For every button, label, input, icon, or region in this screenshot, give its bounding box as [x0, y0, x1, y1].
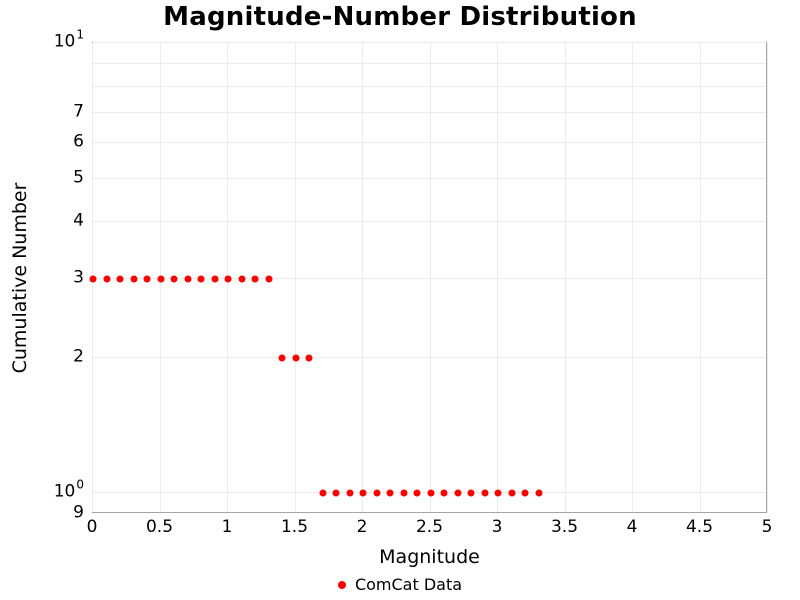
y-tick-label: 7	[73, 101, 84, 122]
legend[interactable]: ComCat Data	[0, 576, 800, 594]
data-point	[494, 489, 502, 497]
data-point	[535, 489, 542, 497]
plot-area	[89, 42, 768, 513]
y-tick-label: 4	[73, 210, 84, 231]
data-point	[251, 275, 259, 282]
data-point	[427, 489, 434, 497]
y-gridline	[93, 111, 766, 113]
y-tick-label: 2	[73, 346, 84, 367]
data-point	[103, 275, 110, 282]
data-point	[386, 489, 394, 497]
data-point	[346, 489, 353, 497]
data-point	[521, 489, 529, 497]
x-tick-label: 1.5	[280, 517, 309, 537]
data-point	[305, 354, 313, 362]
y-gridline	[93, 221, 766, 223]
x-tick-label: 4	[626, 517, 638, 537]
data-point	[224, 275, 232, 282]
y-gridline	[93, 62, 766, 64]
data-point	[440, 489, 448, 497]
x-tick-label: 0	[86, 517, 98, 537]
x-tick-label: 2	[356, 517, 368, 537]
x-tick-label: 5	[761, 517, 773, 537]
y-gridline	[93, 177, 766, 179]
y-tick-label: 3	[73, 267, 84, 287]
data-point	[197, 275, 205, 282]
y-tick-label: 5	[73, 167, 84, 188]
x-tick-label: 4.5	[685, 517, 714, 537]
data-point	[467, 489, 475, 497]
y-tick-label: 6	[73, 131, 84, 152]
data-point	[278, 354, 286, 362]
x-tick-label: 0.5	[145, 517, 174, 537]
y-axis-title: Cumulative Number	[9, 182, 31, 374]
data-point	[508, 489, 515, 497]
data-point	[143, 275, 151, 282]
data-point	[373, 489, 380, 497]
data-point	[211, 275, 218, 282]
y-gridline	[93, 356, 766, 358]
data-point	[319, 489, 326, 497]
legend-marker-icon	[337, 581, 346, 589]
y-tick-label: 100	[53, 477, 84, 502]
x-tick-label: 3	[491, 517, 503, 537]
y-tick-label: 9	[73, 502, 84, 523]
y-gridline	[93, 277, 766, 279]
data-point	[454, 489, 461, 497]
chart-title: Magnitude-Number Distribution	[163, 2, 637, 32]
data-point	[413, 489, 421, 497]
y-gridline	[93, 85, 766, 87]
data-point	[170, 275, 178, 282]
data-point	[238, 275, 245, 282]
x-axis-title: Magnitude	[379, 546, 480, 568]
data-point	[481, 489, 488, 497]
data-point	[116, 275, 124, 282]
x-tick-label: 1	[221, 517, 233, 537]
x-gridline	[767, 43, 768, 512]
data-point	[157, 275, 164, 282]
data-point	[332, 489, 340, 497]
legend-label: ComCat Data	[354, 575, 463, 594]
data-point	[130, 275, 137, 282]
y-tick-label: 101	[53, 27, 84, 52]
data-point	[184, 275, 191, 282]
x-tick-label: 3.5	[550, 517, 579, 537]
data-point	[400, 489, 407, 497]
y-gridline	[93, 42, 766, 43]
y-gridline	[93, 141, 766, 143]
data-point	[89, 275, 97, 282]
x-tick-label: 2.5	[415, 517, 444, 537]
data-point	[265, 275, 272, 282]
data-point	[292, 354, 299, 362]
data-point	[359, 489, 367, 497]
